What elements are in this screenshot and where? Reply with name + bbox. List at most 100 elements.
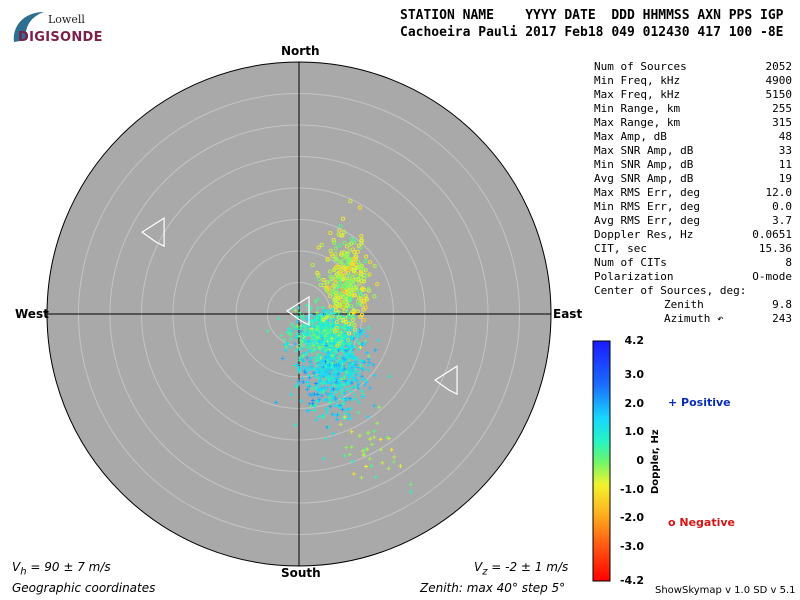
negative-doppler-point bbox=[347, 291, 352, 297]
stat-value: 2052 bbox=[765, 60, 793, 73]
positive-doppler-point bbox=[303, 327, 308, 332]
negative-doppler-point bbox=[361, 267, 366, 272]
negative-doppler-point bbox=[367, 272, 372, 277]
positive-doppler-point bbox=[292, 363, 297, 368]
stat-value: 5150 bbox=[765, 88, 793, 101]
positive-doppler-point bbox=[304, 352, 309, 357]
positive-doppler-point bbox=[337, 309, 341, 314]
negative-doppler-point bbox=[372, 263, 377, 268]
logo-digisonde-text: DIGISONDE bbox=[18, 30, 103, 45]
negative-doppler-point bbox=[357, 281, 362, 286]
positive-doppler-point bbox=[297, 370, 302, 374]
colorbar-label: Doppler, Hz bbox=[650, 429, 661, 494]
negative-doppler-point bbox=[350, 314, 355, 319]
positive-doppler-point bbox=[347, 359, 352, 363]
positive-doppler-point bbox=[318, 319, 323, 324]
positive-doppler-point bbox=[319, 386, 324, 390]
positive-doppler-point bbox=[350, 459, 355, 464]
positive-doppler-point bbox=[359, 332, 364, 337]
positive-doppler-point bbox=[283, 343, 288, 348]
negative-doppler-point bbox=[333, 281, 338, 286]
positive-doppler-point bbox=[332, 356, 337, 360]
positive-doppler-point bbox=[349, 445, 354, 449]
positive-doppler-point bbox=[340, 349, 345, 354]
positive-doppler-point bbox=[347, 452, 352, 457]
positive-doppler-point bbox=[323, 436, 328, 441]
negative-doppler-point bbox=[351, 307, 356, 312]
positive-doppler-point bbox=[305, 408, 310, 413]
negative-doppler-point bbox=[333, 246, 338, 251]
negative-doppler-point bbox=[345, 298, 351, 303]
horizontal-velocity: Vh = 90 ± 7 m/s bbox=[12, 560, 111, 578]
positive-doppler-point bbox=[295, 362, 300, 367]
positive-doppler-point bbox=[297, 358, 302, 363]
stat-row: Num of CITs 8 bbox=[594, 256, 792, 270]
positive-doppler-point bbox=[340, 407, 345, 412]
positive-doppler-point bbox=[342, 390, 347, 395]
positive-doppler-point bbox=[333, 350, 338, 354]
positive-doppler-point bbox=[366, 363, 371, 368]
negative-doppler-point bbox=[343, 306, 349, 311]
negative-doppler-point bbox=[357, 289, 362, 295]
negative-doppler-point bbox=[351, 268, 356, 273]
positive-doppler-point bbox=[288, 345, 293, 350]
positive-doppler-point bbox=[309, 403, 313, 408]
positive-doppler-point bbox=[280, 356, 285, 361]
negative-doppler-point bbox=[356, 243, 361, 248]
positive-doppler-point bbox=[347, 342, 352, 347]
positive-doppler-point bbox=[349, 389, 354, 394]
positive-doppler-point bbox=[307, 327, 312, 332]
stat-value: 11 bbox=[778, 158, 792, 171]
positive-doppler-point bbox=[294, 348, 298, 353]
positive-doppler-point bbox=[313, 337, 318, 342]
stat-value: 33 bbox=[778, 144, 792, 157]
positive-doppler-point bbox=[321, 390, 326, 394]
positive-doppler-point bbox=[387, 374, 392, 379]
stat-label: CIT, sec bbox=[594, 242, 647, 255]
negative-doppler-point bbox=[339, 250, 344, 255]
positive-doppler-point bbox=[337, 378, 342, 383]
stat-label: Max SNR Amp, dB bbox=[594, 144, 694, 157]
stat-value: 12.0 bbox=[765, 186, 793, 199]
negative-doppler-point bbox=[343, 253, 348, 258]
positive-doppler-point bbox=[342, 363, 347, 368]
positive-doppler-point bbox=[339, 389, 344, 394]
positive-doppler-point bbox=[377, 405, 382, 410]
stat-label: Min Freq, kHz bbox=[594, 74, 681, 87]
negative-doppler-point bbox=[336, 302, 341, 307]
positive-doppler-point bbox=[339, 325, 344, 330]
positive-doppler-point bbox=[311, 371, 316, 375]
positive-doppler-point bbox=[310, 355, 314, 360]
positive-doppler-point bbox=[367, 360, 372, 365]
positive-doppler-point bbox=[296, 379, 301, 384]
positive-doppler-point bbox=[292, 342, 297, 347]
positive-doppler-point bbox=[366, 326, 371, 330]
positive-doppler-point bbox=[349, 429, 354, 434]
negative-doppler-point bbox=[325, 286, 330, 291]
stat-label: Max Freq, kHz bbox=[594, 88, 681, 101]
positive-doppler-point bbox=[320, 308, 325, 313]
positive-doppler-point bbox=[353, 369, 358, 374]
positive-doppler-point bbox=[327, 353, 332, 357]
positive-doppler-point bbox=[296, 305, 301, 310]
positive-doppler-point bbox=[298, 342, 303, 347]
positive-doppler-point bbox=[301, 332, 306, 337]
negative-doppler-point bbox=[341, 300, 346, 305]
positive-doppler-point bbox=[312, 367, 317, 372]
positive-doppler-point bbox=[360, 377, 364, 382]
positive-doppler-point bbox=[359, 475, 364, 480]
positive-doppler-point bbox=[293, 423, 298, 428]
positive-doppler-point bbox=[312, 404, 317, 409]
colorbar-tick-label: 4.2 bbox=[624, 334, 645, 347]
positive-doppler-point bbox=[341, 401, 346, 406]
positive-doppler-point bbox=[322, 357, 327, 362]
positive-doppler-point bbox=[342, 376, 347, 381]
positive-doppler-point bbox=[355, 339, 360, 344]
negative-doppler-point bbox=[334, 320, 340, 325]
stat-row: Max Freq, kHz 5150 bbox=[594, 88, 792, 102]
negative-doppler-point bbox=[341, 277, 346, 282]
stat-row: Min Range, km 255 bbox=[594, 102, 792, 116]
positive-doppler-point bbox=[321, 305, 325, 310]
positive-doppler-point bbox=[303, 370, 308, 375]
positive-doppler-point bbox=[294, 384, 299, 389]
